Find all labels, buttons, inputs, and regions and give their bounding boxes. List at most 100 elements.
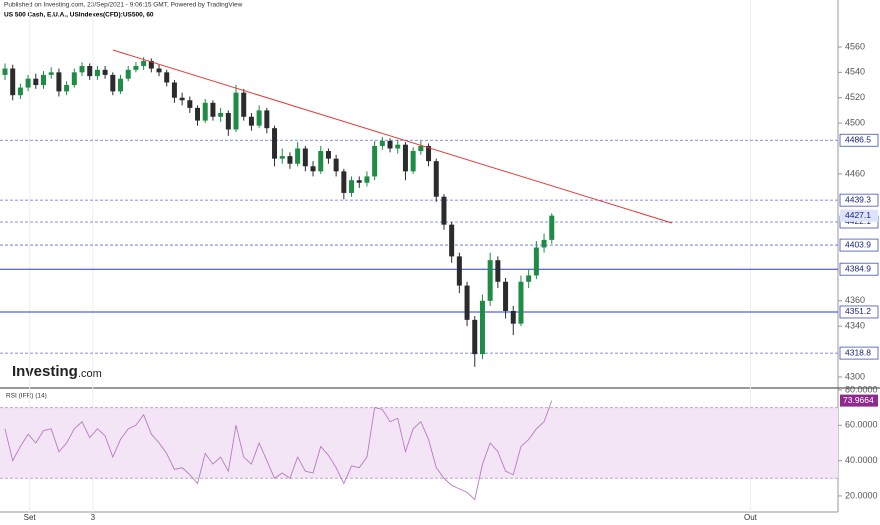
rsi-band [0,407,838,479]
rsi-line [4,400,553,501]
level-label-box [839,238,879,252]
candle-body [187,100,193,108]
candle-body [318,151,324,172]
candle-body [25,78,31,88]
x-tick-label: Set [24,513,37,522]
level-label-box [839,346,879,360]
candle-body [433,161,439,197]
candle-body [94,69,100,77]
candle-body [256,110,262,126]
candle-body [164,72,170,83]
rsi-title: RSI (IFR) (14) [6,393,47,400]
candle-body [341,171,347,193]
candle-body [156,68,162,73]
candle-body [418,145,424,152]
level-label-box [839,305,879,319]
candle-body [518,281,524,324]
candle-body [364,176,370,183]
trend-line [112,49,673,224]
x-tick-label: Out [744,513,758,522]
candle-body [17,87,23,96]
candle-body [241,92,247,117]
candle-body [426,145,432,162]
candle-body [410,151,416,172]
candle-body [272,128,278,159]
candle-body [110,74,116,92]
y2-tick-label: 60.0000 [845,420,878,430]
y2-tick-label: 40.0000 [845,455,878,465]
candle-body [79,65,85,73]
candle-body [48,72,54,75]
candle-body [210,102,216,117]
candle-body [395,144,401,149]
candle-body [171,82,177,98]
y-tick-label: 4500 [845,117,865,127]
candle-body [41,74,47,86]
candle-body [479,300,485,355]
candle-body [264,110,270,129]
candle-body [325,151,331,159]
candle-body [333,158,339,172]
candle-body [549,215,555,240]
level-label: 4486.5 [845,134,871,144]
instrument-title: US 500 Cash, E.U.A., USIndexes(CFD):US50… [4,12,154,19]
candle-body [349,180,355,193]
y2-tick-label: 80.0000 [845,384,878,394]
last-price-box [840,209,878,222]
candle-body [402,144,408,172]
level-label-box [839,262,879,276]
y-tick-label: 4560 [845,41,865,51]
logo-brand: Investing [12,363,78,380]
candle-body [141,60,147,66]
candle-body [356,180,362,183]
candle-body [125,69,131,79]
candle-body [233,92,239,130]
candle-body [387,140,393,149]
candle-body [503,281,509,311]
level-label-box [839,133,879,147]
candle-body [118,78,124,92]
candle-body [148,60,154,69]
candle-body [533,247,539,276]
candle-body [441,196,447,225]
candle-body [10,68,16,96]
y-tick-label: 4340 [845,321,865,331]
candle-body [202,102,208,121]
level-label: 4384.9 [845,263,871,273]
level-label-box [839,193,879,207]
candle-body [379,140,385,146]
candle-body [279,156,285,159]
x-tick-label: 3 [91,513,96,522]
rsi-value-label: 73.9664 [843,395,874,405]
candle-body [295,148,301,164]
level-label: 4439.3 [845,194,871,204]
y-tick-label: 4360 [845,295,865,305]
level-label: 4403.9 [845,239,871,249]
candle-body [87,65,93,77]
candle-body [218,112,224,117]
y-tick-label: 4520 [845,92,865,102]
candle-body [71,72,77,86]
last-price-label: 4427.1 [845,210,871,220]
y-tick-label: 4540 [845,67,865,77]
candle-body [495,260,501,282]
candle-body [510,310,516,324]
y-tick-label: 4460 [845,168,865,178]
candle-body [64,85,70,92]
candle-body [225,112,231,130]
candle-body [456,256,462,286]
candle-body [179,97,185,101]
candle-body [302,148,308,167]
candle-body [472,319,478,355]
candle-body [102,69,108,75]
candle-body [487,260,493,301]
candle-body [2,68,8,75]
candle-body [248,116,254,126]
candle-body [310,166,316,172]
candle-body [56,72,62,92]
candle-body [526,275,532,282]
candle-body [195,107,201,121]
candle-body [133,65,139,70]
rsi-value-box [840,394,878,407]
